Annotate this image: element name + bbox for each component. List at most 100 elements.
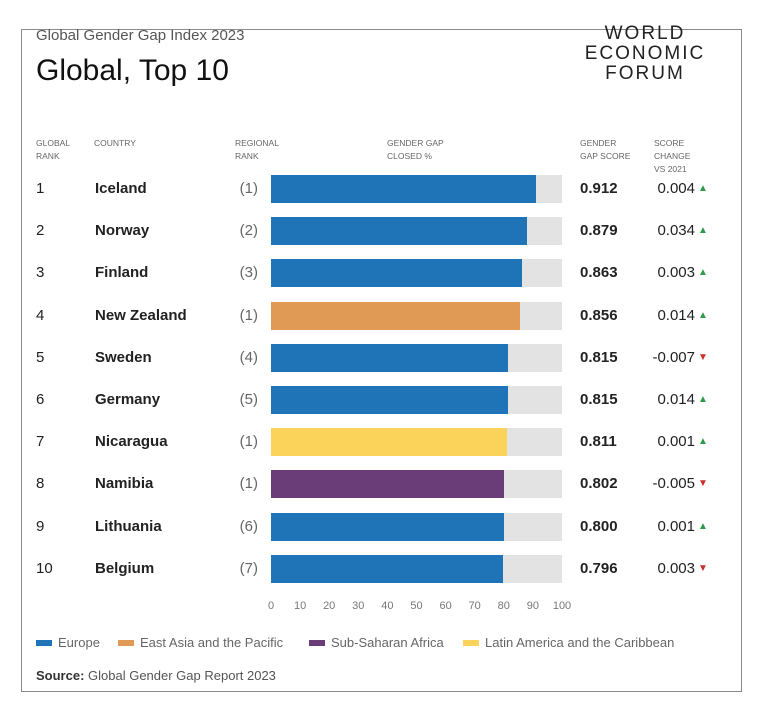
triangle-up-icon: ▲ [698,520,708,532]
regional-rank: (2) [239,222,258,240]
regional-rank: (1) [239,433,258,451]
global-rank: 9 [36,517,45,535]
bar-gap-closed [271,470,505,499]
legend-label: Sub-Saharan Africa [331,635,444,650]
legend-item: East Asia and the Pacific [118,635,283,650]
legend-label: Europe [58,635,100,650]
regional-rank: (1) [239,180,258,197]
global-rank: 1 [36,180,45,197]
legend-item: Latin America and the Caribbean [463,635,674,650]
regional-rank: (7) [239,559,258,577]
country-name: Nicaragua [95,433,168,451]
triangle-down-icon: ▼ [698,478,708,490]
logo-line: ECONOMIC [584,43,706,64]
header-regional-rank: REGIONAL RANK [235,138,279,161]
triangle-down-icon: ▼ [698,562,708,574]
bar-gap-closed [271,343,509,372]
x-tick-label: 50 [410,600,423,612]
triangle-up-icon: ▲ [698,436,708,448]
header-change: SCORE CHANGE VS 2021 [654,138,691,174]
source-text: Global Gender Gap Report 2023 [84,668,276,683]
x-tick-label: 70 [468,600,481,612]
legend-swatch [118,639,134,646]
global-rank: 2 [36,222,45,240]
gender-gap-score: 0.800 [580,517,618,535]
global-rank: 7 [36,433,45,451]
country-name: Belgium [95,559,155,577]
legend-label: Latin America and the Caribbean [485,635,675,650]
country-name: Namibia [95,475,154,493]
bar-gap-closed [271,512,504,541]
global-rank: 6 [36,391,45,408]
chart-frame [21,29,742,692]
x-tick-label: 20 [323,600,336,612]
x-tick-label: 100 [552,600,572,612]
chart-title: Global, Top 10 [36,54,229,87]
score-change: 0.003 [657,264,695,282]
triangle-up-icon: ▲ [698,225,708,237]
score-change: -0.007 [652,348,695,366]
bar-gap-closed [271,301,521,330]
triangle-up-icon: ▲ [698,309,708,321]
bar-gap-closed [271,428,507,457]
regional-rank: (5) [239,391,258,408]
regional-rank: (6) [239,517,258,535]
gender-gap-score: 0.879 [580,222,618,240]
gender-gap-score: 0.802 [580,475,618,493]
x-tick-label: 60 [439,600,452,612]
score-change: 0.004 [657,180,695,197]
regional-rank: (3) [239,264,258,282]
bar-gap-closed [271,259,523,288]
global-rank: 3 [36,264,45,282]
header-gap-closed: GENDER GAP CLOSED % [387,138,444,161]
gender-gap-score: 0.863 [580,264,618,282]
gender-gap-score: 0.912 [580,180,618,197]
legend-swatch [463,639,479,646]
x-tick-label: 80 [497,600,510,612]
country-name: Finland [95,264,149,282]
gender-gap-score: 0.815 [580,348,618,366]
regional-rank: (1) [239,475,258,493]
x-tick-label: 30 [352,600,365,612]
gender-gap-score: 0.815 [580,391,618,408]
country-name: Norway [95,222,150,240]
gender-gap-score: 0.811 [580,433,617,451]
legend-item: Sub-Saharan Africa [309,635,444,650]
regional-rank: (4) [239,348,258,366]
header-score: GENDER GAP SCORE [580,138,631,161]
logo-line: FORUM [605,63,685,84]
triangle-up-icon: ▲ [698,267,708,279]
x-tick-label: 10 [293,600,307,612]
triangle-down-icon: ▼ [698,351,708,363]
score-change: 0.001 [657,517,695,535]
global-rank: 4 [36,306,45,324]
wef-logo: WORLD ECONOMIC FORUM [575,24,715,84]
gender-gap-score: 0.796 [580,559,618,577]
legend-swatch [309,639,325,646]
source-note: Source: Global Gender Gap Report 2023 [36,668,276,683]
source-label: Source: [36,668,85,683]
legend-label: East Asia and the Pacific [140,635,284,650]
country-name: Germany [95,391,161,408]
score-change: 0.034 [657,222,695,240]
score-change: 0.003 [657,559,695,577]
bar-gap-closed [271,554,503,583]
subtitle: Global Gender Gap Index 2023 [36,27,245,44]
score-change: -0.005 [652,475,695,493]
global-rank: 10 [36,559,53,577]
legend-item: Europe [36,635,100,650]
triangle-up-icon: ▲ [698,394,708,405]
x-tick-label: 90 [526,600,540,612]
gender-gap-score: 0.856 [580,306,618,324]
legend-swatch [36,639,52,646]
header-country: COUNTRY [94,138,136,148]
x-tick-label: 40 [381,600,394,612]
bar-gap-closed [271,217,527,246]
triangle-up-icon: ▲ [698,183,708,194]
country-name: Sweden [95,348,152,366]
country-name: Iceland [95,180,147,197]
country-name: Lithuania [95,517,162,535]
header-global-rank: GLOBAL RANK [36,138,71,161]
score-change: 0.014 [657,306,695,324]
bar-gap-closed [271,175,537,203]
